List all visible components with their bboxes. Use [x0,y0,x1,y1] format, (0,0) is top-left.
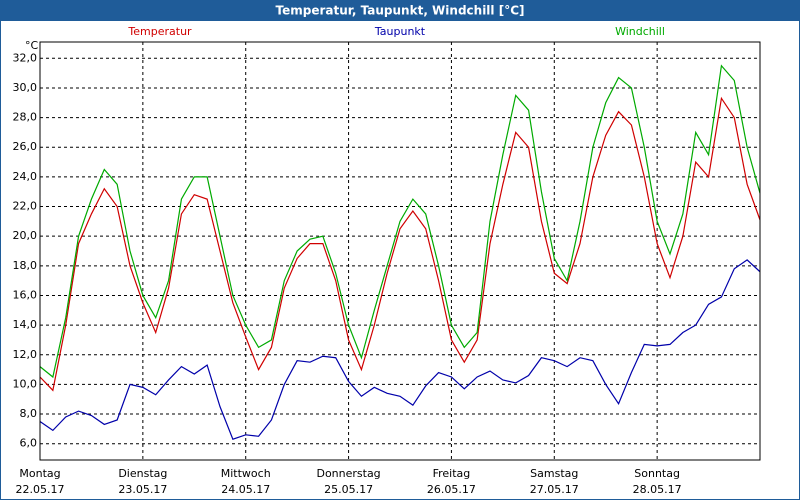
data-line [39,64,761,379]
y-tick-label: 14,0 [13,318,38,331]
y-tick-label: 30,0 [13,81,38,94]
y-tick-label: 32,0 [13,51,38,64]
chart-title: Temperatur, Taupunkt, Windchill [°C] [276,4,525,18]
y-unit: °C [25,39,39,52]
data-line [39,96,761,392]
y-tick-label: 24,0 [13,170,38,183]
legend-label: Temperatur [127,25,192,38]
y-tick-label: 10,0 [13,377,38,390]
legend-label: Windchill [615,25,665,38]
x-tick-date: 26.05.17 [427,483,476,496]
plot-border [39,41,761,461]
legend-label: Taupunkt [374,25,426,38]
y-tick-label: 20,0 [13,229,38,242]
y-tick-label: 16,0 [13,288,38,301]
y-tick-label: 22,0 [13,200,38,213]
x-tick-label: Mittwoch [221,467,271,480]
x-tick-date: 24.05.17 [221,483,270,496]
x-tick-label: Dienstag [118,467,167,480]
x-tick-date: 27.05.17 [530,483,579,496]
x-tick-date: 28.05.17 [633,483,682,496]
x-tick-label: Freitag [433,467,471,480]
x-tick-date: 25.05.17 [324,483,373,496]
title-bar [0,0,800,21]
x-tick-date: 23.05.17 [118,483,167,496]
y-tick-label: 18,0 [13,259,38,272]
y-tick-label: 6,0 [20,437,38,450]
plot-area [40,42,760,460]
data-line [39,259,761,441]
x-tick-label: Sonntag [634,467,680,480]
x-tick-label: Samstag [530,467,578,480]
y-tick-label: 26,0 [13,140,38,153]
y-tick-label: 8,0 [20,407,38,420]
y-tick-label: 28,0 [13,111,38,124]
x-tick-label: Montag [19,467,60,480]
x-tick-date: 22.05.17 [16,483,65,496]
y-tick-label: 12,0 [13,348,38,361]
x-tick-label: Donnerstag [316,467,380,480]
